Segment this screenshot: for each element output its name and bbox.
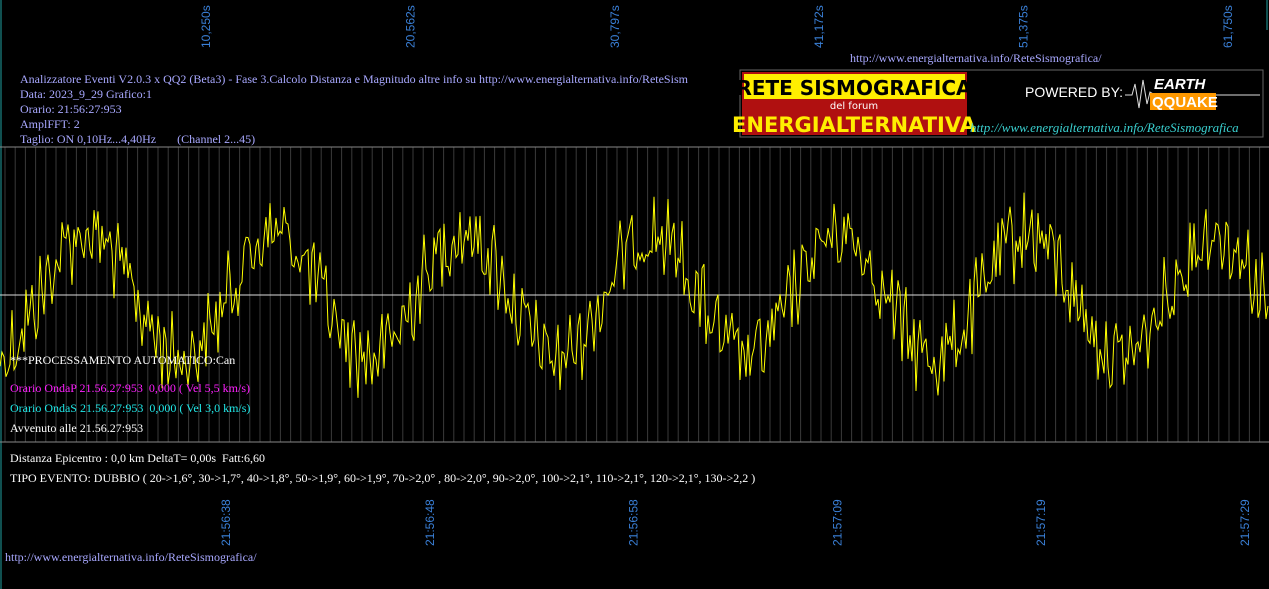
header-url: http://www.energialternativa.info/ReteSi… [850, 51, 1102, 65]
logo: RETE SISMOGRAFICA del forum ENERGIALTERN… [732, 69, 1264, 138]
status: ***PROCESSAMENTO AUTOMATICO:Can [10, 353, 235, 367]
info-line: Taglio: ON 0,10Hz...4,40Hz (Channel 2...… [20, 132, 255, 146]
logo-brand-bottom: QQUAKE [1152, 94, 1218, 111]
logo-yellow [744, 74, 965, 99]
onda-p: Orario OndaP 21.56.27:953 0,000 ( Vel 5,… [10, 381, 250, 395]
top-axis-label: 30,797s [608, 5, 622, 48]
top-axis: 10,250s 20,562s 30,797s 41,172s 51,375s 61,75… [199, 5, 1235, 48]
logo-url: http://www.energialternativa.info/ReteSi… [970, 120, 1239, 135]
top-axis-label: 51,375s [1017, 5, 1031, 48]
bottom-axis-label: 21:56:48 [423, 499, 437, 546]
logo-name: ENERGIALTERNATIVA [732, 113, 977, 137]
logo-title: RETE SISMOGRAFICA [736, 76, 972, 100]
top-axis-label: 10,250s [199, 5, 213, 48]
info-line: Data: 2023_9_29 Grafico:1 [20, 87, 152, 101]
info-line: Analizzatore Eventi V2.0.3 x QQ2 (Beta3)… [20, 72, 689, 86]
bottom-axis-label: 21:57:19 [1034, 499, 1048, 546]
avvenuto: Avvenuto alle 21.56.27:953 [10, 421, 143, 435]
footer-url: http://www.energialternativa.info/ReteSi… [5, 550, 257, 564]
bottom-axis: 21:56:38 21:56:48 21:56:58 21:57:09 21:57:19… [219, 499, 1252, 546]
top-axis-label: 20,562s [403, 5, 417, 48]
logo-subtitle: del forum [830, 101, 878, 112]
waveform [0, 192, 1269, 398]
bottom-axis-label: 21:56:58 [627, 499, 641, 546]
onda-s: Orario OndaS 21.56.27:953 0,000 ( Vel 3,… [10, 401, 250, 415]
bottom-axis-label: 21:56:38 [219, 499, 233, 546]
info-line: AmplFFT: 2 [20, 117, 80, 131]
logo-powered: POWERED BY: [1025, 84, 1123, 100]
bottom-axis-label: 21:57:09 [830, 499, 844, 546]
bottom-axis-label: 21:57:29 [1238, 499, 1252, 546]
info-line: Orario: 21:56:27:953 [20, 102, 122, 116]
distance: Distanza Epicentro : 0,0 km DeltaT= 0,00… [10, 451, 265, 465]
logo-brand-top: EARTH [1154, 76, 1207, 93]
top-axis-label: 41,172s [812, 5, 826, 48]
logo-brand-bg [1150, 93, 1216, 110]
event-type: TIPO EVENTO: DUBBIO ( 20->1,6°, 30->1,7°… [10, 471, 755, 485]
top-axis-label: 61,750s [1221, 5, 1235, 48]
